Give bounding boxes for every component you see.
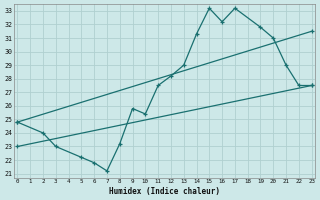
- X-axis label: Humidex (Indice chaleur): Humidex (Indice chaleur): [109, 187, 220, 196]
